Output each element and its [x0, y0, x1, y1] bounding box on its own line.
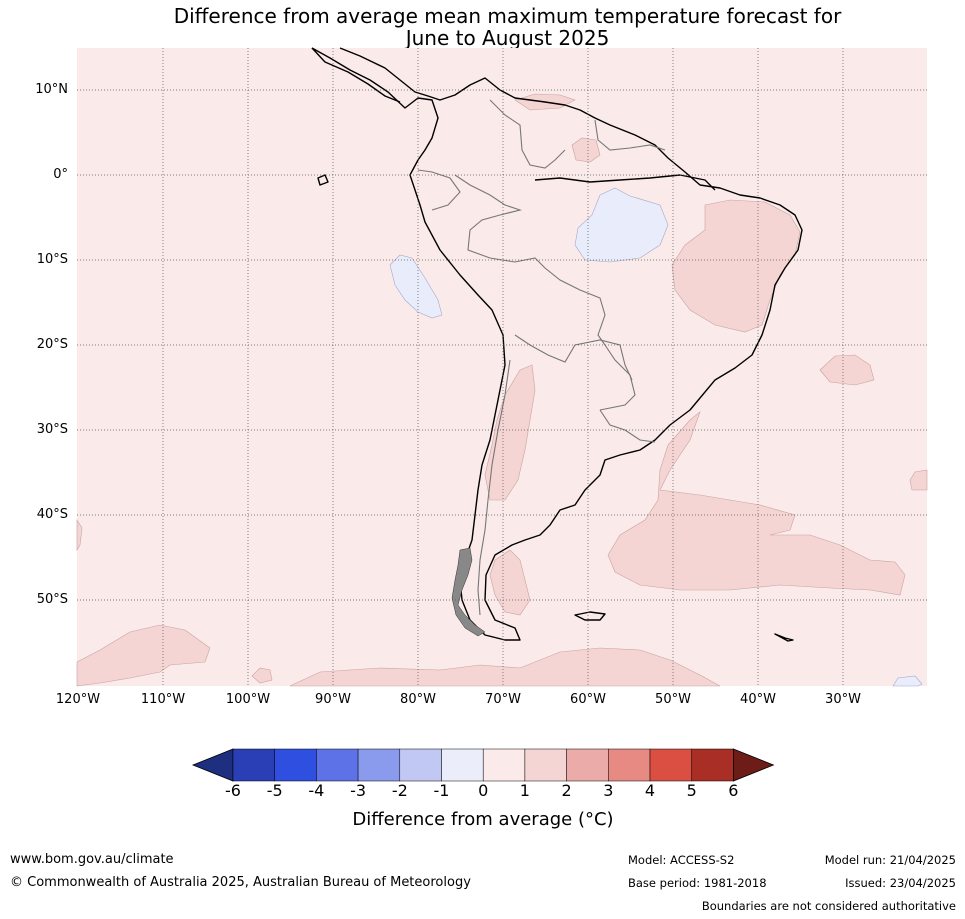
chart-title-line1: Difference from average mean maximum tem… [173, 4, 842, 28]
forecast-map [76, 47, 928, 687]
colorbar-segment [691, 748, 734, 782]
warm-area-andes [484, 364, 536, 501]
warm-area-patagonia [489, 549, 531, 616]
coastline-galapagos [317, 174, 329, 186]
lon-label-120W: 120°W [55, 692, 101, 707]
footer-issued: Issued: 23/04/2025 [845, 876, 956, 890]
footer-url: www.bom.gov.au/climate [10, 852, 174, 867]
lat-label-10S: 10°S [36, 252, 68, 267]
warm-area-southern-ocean [289, 647, 721, 687]
colorbar-tick-label: -5 [266, 781, 283, 800]
lat-label-40S: 40°S [36, 507, 68, 522]
colorbar-tick-label: 0 [478, 781, 489, 800]
colorbar-segment [399, 748, 442, 782]
colorbar-extend-high [733, 748, 775, 782]
warm-area-south-atlantic [607, 411, 906, 596]
border-paraguay-brazil [599, 344, 636, 411]
footer-model: Model: ACCESS-S2 [628, 853, 735, 867]
colorbar-tick-label: -4 [308, 781, 325, 800]
border-guianas [594, 119, 666, 151]
warm-area-far-east [909, 469, 928, 491]
lon-label-30W: 30°W [825, 692, 861, 707]
warm-area-small-2 [76, 518, 83, 552]
colorbar-segment [482, 748, 526, 782]
coastline-central-america [311, 47, 401, 103]
border-uruguay [599, 409, 656, 443]
colorbar-segment [649, 748, 692, 782]
cool-area-southeast-corner [892, 675, 923, 687]
colorbar-segment [232, 748, 275, 782]
colorbar-segment [357, 748, 401, 782]
colorbar-tick-label: 1 [519, 781, 530, 800]
coastline-amazon-river [534, 174, 716, 191]
colorbar-segment [316, 748, 359, 782]
lon-label-60W: 60°W [570, 692, 606, 707]
colorbar-tick-label: 6 [728, 781, 739, 800]
cool-anomaly-areas [389, 187, 923, 687]
lon-label-110W: 110°W [140, 692, 186, 707]
graticule-lines [77, 48, 927, 686]
colorbar-segment [524, 748, 567, 782]
footer-model-run: Model run: 21/04/2025 [824, 853, 956, 867]
colorbar-segment [441, 748, 484, 782]
lat-label-10N: 10°N [35, 82, 68, 97]
warm-area-east-atlantic [819, 354, 875, 386]
warm-area-southeast-pacific [76, 624, 211, 687]
lon-label-40W: 40°W [740, 692, 776, 707]
chilean-archipelago [451, 547, 486, 637]
lon-label-80W: 80°W [400, 692, 436, 707]
colorbar-segment [274, 748, 317, 782]
colorbar-extend-low [191, 748, 234, 782]
colorbar-tick-label: -3 [350, 781, 367, 800]
colorbar-tick-label: 3 [603, 781, 614, 800]
colorbar-tick-label: -6 [225, 781, 241, 800]
archipelago-islands [451, 547, 486, 637]
colorbar-tick-label: 2 [561, 781, 572, 800]
lat-label-30S: 30°S [36, 422, 68, 437]
lon-label-50W: 50°W [655, 692, 691, 707]
coastline-falklands [574, 611, 606, 621]
colorbar-tick-label: 5 [686, 781, 697, 800]
coastlines [311, 47, 803, 642]
warm-area-venezuela [571, 137, 601, 163]
footer-copyright: © Commonwealth of Australia 2025, Austra… [10, 875, 471, 890]
colorbar-tick-label: 4 [644, 781, 656, 800]
warm-area-brazil-ne [671, 199, 801, 333]
lon-label-100W: 100°W [225, 692, 271, 707]
lon-label-90W: 90°W [315, 692, 351, 707]
coastline-south-america-pacific [311, 47, 803, 641]
colorbar-tick-label: -2 [391, 781, 408, 800]
lat-label-0: 0° [53, 167, 68, 182]
colorbar-segment [566, 748, 609, 782]
coastline-south-georgia [774, 633, 794, 642]
chart-title-line2: June to August 2025 [405, 26, 610, 50]
cool-area-amazon [574, 187, 669, 263]
lon-label-70W: 70°W [485, 692, 521, 707]
border-chile-argentina [477, 359, 511, 616]
lat-label-50S: 50°S [36, 592, 68, 607]
border-ecuador [417, 169, 461, 211]
colorbar-segments [191, 748, 775, 782]
colorbar-segment [608, 748, 651, 782]
warm-area-small-1 [251, 667, 273, 684]
footer-base-period: Base period: 1981-2018 [628, 876, 767, 890]
cool-area-east-pacific [389, 254, 443, 319]
warm-anomaly-areas [76, 93, 928, 687]
colorbar-tick-label: -1 [433, 781, 450, 800]
footer-disclaimer: Boundaries are not considered authoritat… [701, 899, 956, 913]
colorbar-label: Difference from average (°C) [352, 809, 614, 830]
border-colombia-peru-brazil [454, 174, 522, 259]
lat-label-20S: 20°S [36, 337, 68, 352]
border-colombia-venezuela [489, 99, 566, 169]
